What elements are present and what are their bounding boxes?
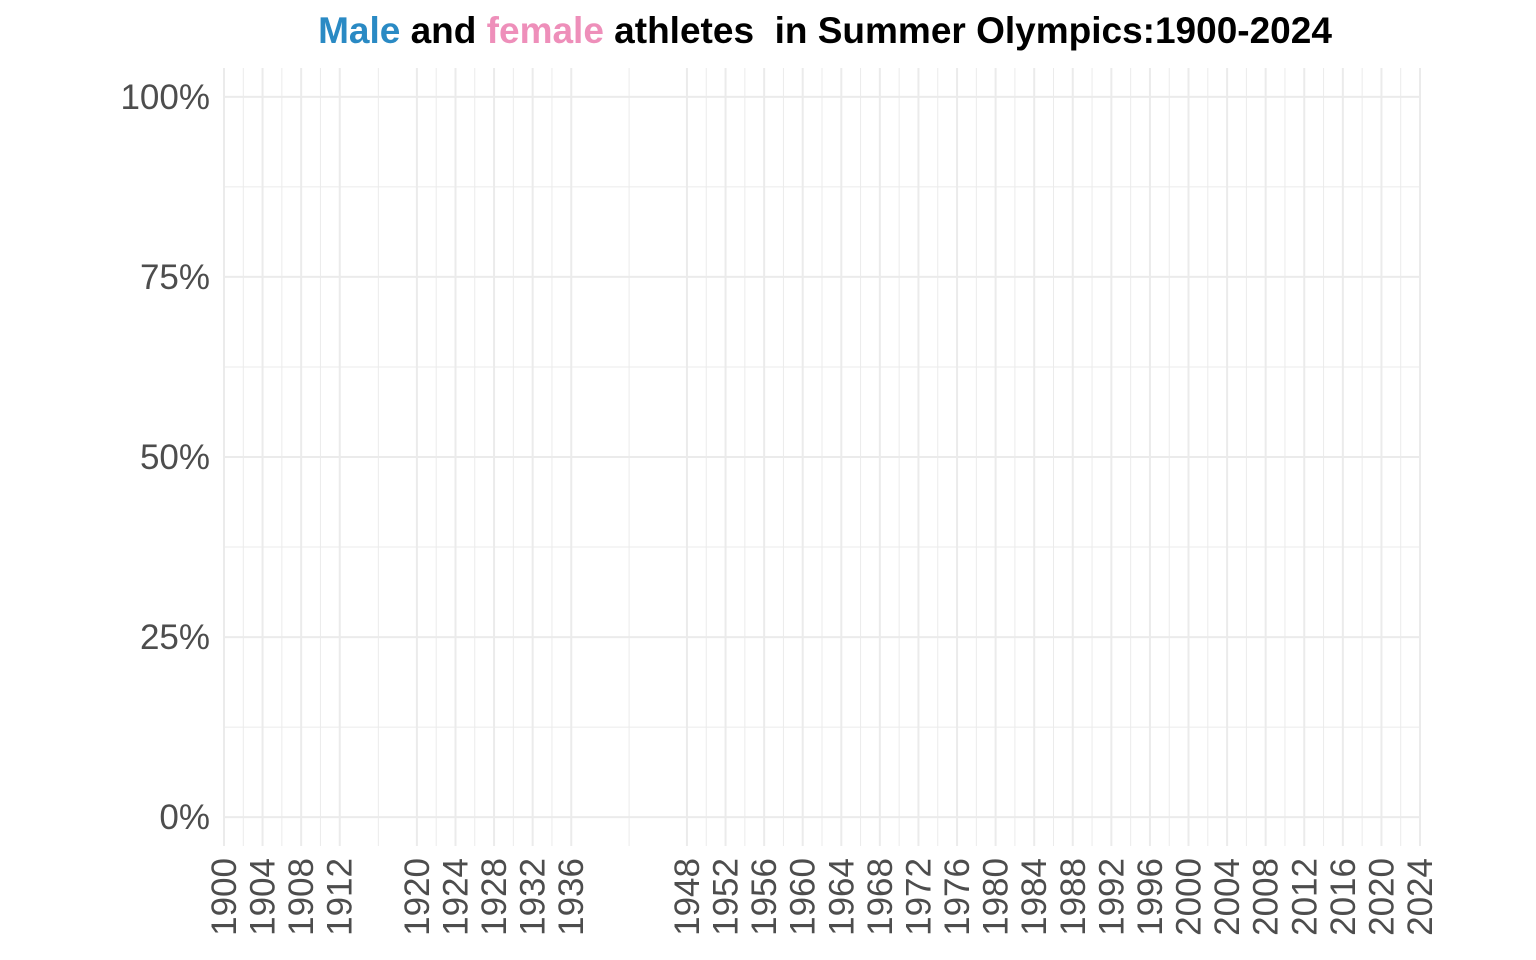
x-tick-label: 1996 [1131, 858, 1170, 936]
x-tick-label: 2016 [1324, 858, 1363, 936]
x-tick-label: 1956 [745, 858, 784, 936]
x-tick-label: 2012 [1285, 858, 1324, 936]
x-tick-label: 1984 [1015, 858, 1054, 936]
x-axis: 1900 1904 1908 1912 1920 1924 1928 1932 1936 1948… [205, 858, 1440, 936]
x-tick-label: 1968 [861, 858, 900, 936]
grid-layer [223, 68, 1421, 846]
x-tick-label: 2020 [1362, 858, 1401, 936]
y-tick-label: 100% [120, 78, 210, 117]
title-part-3: athletes in Summer Olympics:1900-2024 [603, 10, 1332, 51]
x-tick-label: 1936 [552, 858, 591, 936]
y-tick-label: 0% [159, 798, 210, 837]
x-tick-label: 2000 [1170, 858, 1209, 936]
chart-title: Male and female athletes in Summer Olymp… [0, 10, 1536, 52]
title-part-2: female [486, 10, 604, 51]
x-tick-label: 1964 [822, 858, 861, 936]
x-tick-label: 2024 [1401, 858, 1440, 936]
x-tick-label: 1988 [1054, 858, 1093, 936]
y-tick-label: 25% [140, 618, 210, 657]
y-tick-label: 75% [140, 258, 210, 297]
x-tick-label: 1920 [398, 858, 437, 936]
x-tick-label: 1908 [282, 858, 321, 936]
x-tick-label: 1948 [668, 858, 707, 936]
x-tick-label: 1976 [938, 858, 977, 936]
y-axis: 0% 25% 50% 75% 100% [120, 78, 210, 837]
x-tick-label: 1952 [707, 858, 746, 936]
x-tick-label: 1912 [321, 858, 360, 936]
x-tick-label: 1904 [244, 858, 283, 936]
title-part-1: and [400, 10, 487, 51]
title-part-0: Male [318, 10, 401, 51]
x-tick-label: 1924 [436, 858, 475, 936]
x-tick-label: 2004 [1208, 858, 1247, 936]
x-tick-label: 2008 [1247, 858, 1286, 936]
x-tick-label: 1960 [784, 858, 823, 936]
x-tick-label: 1992 [1092, 858, 1131, 936]
x-tick-label: 1900 [205, 858, 244, 936]
x-tick-label: 1972 [899, 858, 938, 936]
x-tick-label: 1932 [514, 858, 553, 936]
x-tick-label: 1980 [977, 858, 1016, 936]
y-tick-label: 50% [140, 438, 210, 477]
x-tick-label: 1928 [475, 858, 514, 936]
